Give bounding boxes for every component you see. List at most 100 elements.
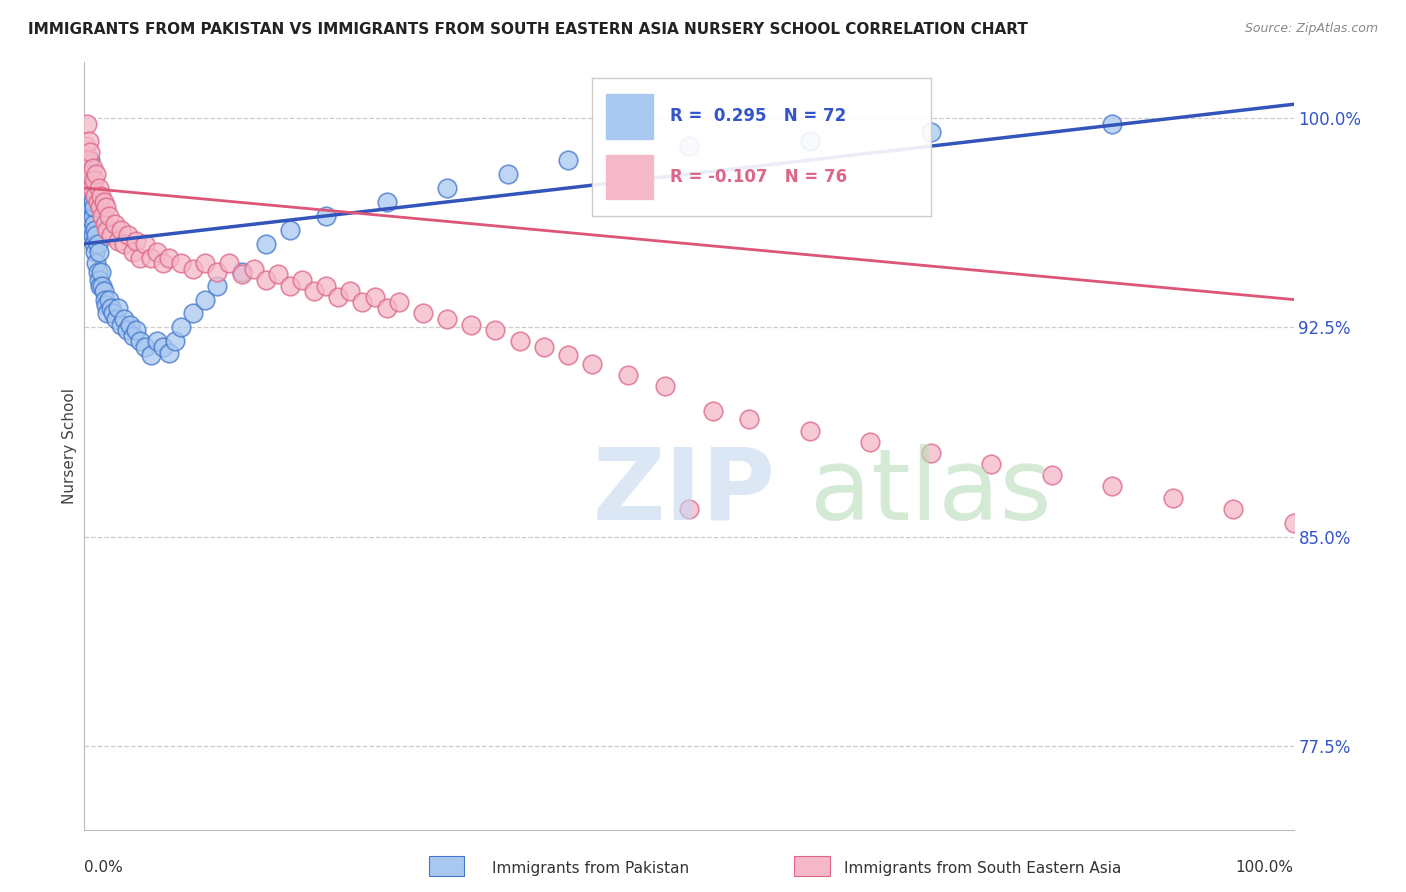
Point — [207, 278, 229, 293]
Point — [82, 209, 104, 223]
Point — [278, 223, 301, 237]
Point — [207, 265, 229, 279]
Point — [617, 368, 640, 382]
Point — [77, 134, 100, 148]
Point — [110, 318, 132, 332]
Point — [91, 278, 114, 293]
Point — [352, 295, 374, 310]
Point — [242, 261, 264, 276]
Point — [77, 161, 100, 176]
Point — [533, 340, 555, 354]
Point — [82, 161, 104, 176]
Point — [231, 265, 253, 279]
Point — [89, 278, 111, 293]
Point — [76, 167, 98, 181]
Point — [291, 273, 314, 287]
Point — [1222, 501, 1244, 516]
Point — [315, 209, 337, 223]
Point — [79, 167, 101, 181]
Point — [120, 318, 142, 332]
Point — [302, 284, 325, 298]
Point — [557, 153, 579, 167]
Point — [100, 301, 122, 315]
Point — [76, 181, 98, 195]
Point — [170, 256, 193, 270]
Point — [104, 217, 127, 231]
Point — [83, 236, 105, 251]
Point — [93, 194, 115, 209]
Point — [82, 194, 104, 209]
Point — [254, 236, 277, 251]
Point — [110, 223, 132, 237]
Point — [134, 340, 156, 354]
Point — [77, 167, 100, 181]
Point — [79, 145, 101, 159]
Point — [218, 256, 240, 270]
Point — [129, 334, 152, 349]
Point — [375, 301, 398, 315]
Text: atlas: atlas — [810, 443, 1052, 541]
Point — [107, 301, 129, 315]
Point — [678, 501, 700, 516]
Point — [146, 245, 169, 260]
Point — [86, 236, 108, 251]
Point — [77, 153, 100, 167]
Point — [231, 268, 253, 282]
Point — [79, 153, 101, 167]
Point — [460, 318, 482, 332]
Point — [86, 194, 108, 209]
Point — [388, 295, 411, 310]
Text: Immigrants from Pakistan: Immigrants from Pakistan — [492, 861, 689, 876]
Point — [115, 323, 138, 337]
Point — [100, 228, 122, 243]
Point — [83, 217, 105, 231]
Point — [328, 290, 350, 304]
Point — [157, 345, 180, 359]
Point — [920, 125, 942, 139]
Point — [82, 228, 104, 243]
Point — [139, 251, 162, 265]
Point — [980, 457, 1002, 471]
Point — [86, 228, 108, 243]
Point — [139, 348, 162, 362]
Point — [97, 293, 120, 307]
Point — [87, 273, 110, 287]
Point — [91, 209, 114, 223]
Point — [107, 234, 129, 248]
Point — [134, 236, 156, 251]
Point — [654, 379, 676, 393]
Point — [77, 194, 100, 209]
Point — [181, 261, 204, 276]
Point — [436, 312, 458, 326]
Point — [77, 189, 100, 203]
Point — [83, 172, 105, 186]
Point — [165, 334, 187, 349]
Point — [86, 265, 108, 279]
Point — [1101, 117, 1123, 131]
Point — [920, 446, 942, 460]
Y-axis label: Nursery School: Nursery School — [62, 388, 77, 504]
Point — [557, 348, 579, 362]
Point — [94, 201, 117, 215]
Point — [96, 306, 118, 320]
Point — [738, 412, 761, 426]
Point — [90, 265, 112, 279]
Point — [80, 201, 103, 215]
Point — [112, 312, 135, 326]
Point — [1161, 491, 1184, 505]
Point — [112, 236, 135, 251]
Point — [75, 139, 97, 153]
Point — [121, 245, 143, 260]
Point — [129, 251, 152, 265]
Point — [194, 293, 217, 307]
Point — [90, 189, 112, 203]
Text: 0.0%: 0.0% — [84, 860, 124, 875]
Point — [496, 167, 519, 181]
Point — [1101, 479, 1123, 493]
Point — [89, 201, 111, 215]
Text: ZIP: ZIP — [592, 443, 775, 541]
Point — [678, 139, 700, 153]
Point — [84, 189, 107, 203]
Point — [94, 293, 117, 307]
Point — [80, 186, 103, 201]
